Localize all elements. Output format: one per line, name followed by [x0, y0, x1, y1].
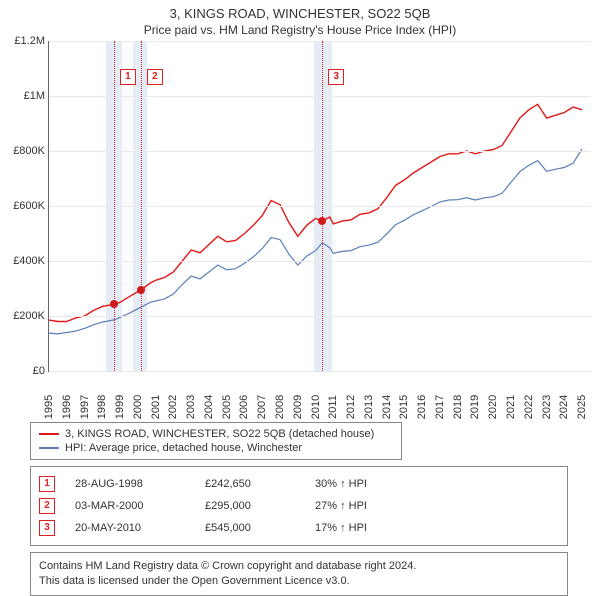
y-tick-label: £200K: [5, 310, 45, 322]
transaction-marker: 1: [120, 69, 136, 85]
x-tick-label: 2002: [167, 391, 179, 423]
legend-label: 3, KINGS ROAD, WINCHESTER, SO22 5QB (det…: [65, 428, 374, 440]
y-tick-label: £0: [5, 365, 45, 377]
transaction-row: 2 03-MAR-2000 £295,000 27% ↑ HPI: [39, 495, 559, 517]
chart-legend: 3, KINGS ROAD, WINCHESTER, SO22 5QB (det…: [30, 422, 402, 460]
transaction-row: 3 20-MAY-2010 £545,000 17% ↑ HPI: [39, 517, 559, 539]
transaction-delta: 17% ↑ HPI: [315, 522, 367, 534]
transaction-row: 1 28-AUG-1998 £242,650 30% ↑ HPI: [39, 473, 559, 495]
transaction-vline: [114, 41, 115, 371]
transaction-date: 03-MAR-2000: [75, 500, 185, 512]
x-tick-label: 2018: [452, 391, 464, 423]
x-tick-label: 2016: [416, 391, 428, 423]
transactions-table: 1 28-AUG-1998 £242,650 30% ↑ HPI 2 03-MAR-200…: [30, 466, 568, 546]
x-tick-label: 2007: [256, 391, 268, 423]
y-tick-label: £1M: [5, 90, 45, 102]
x-tick-label: 2003: [185, 391, 197, 423]
x-tick-label: 2008: [274, 391, 286, 423]
x-tick-label: 2015: [398, 391, 410, 423]
x-tick-label: 2023: [541, 391, 553, 423]
footnote: Contains HM Land Registry data © Crown c…: [30, 552, 568, 596]
footnote-line: Contains HM Land Registry data © Crown c…: [39, 559, 559, 574]
x-tick-label: 2013: [363, 391, 375, 423]
y-tick-label: £600K: [5, 200, 45, 212]
x-tick-label: 2012: [345, 391, 357, 423]
x-tick-label: 1995: [43, 391, 55, 423]
transaction-dot: [318, 217, 326, 225]
legend-item: 3, KINGS ROAD, WINCHESTER, SO22 5QB (det…: [39, 427, 393, 441]
x-tick-label: 2006: [238, 391, 250, 423]
x-tick-label: 2021: [505, 391, 517, 423]
x-tick-label: 1996: [61, 391, 73, 423]
footnote-line: This data is licensed under the Open Gov…: [39, 574, 559, 589]
x-tick-label: 2024: [558, 391, 570, 423]
transaction-num: 2: [39, 498, 55, 514]
chart-subtitle: Price paid vs. HM Land Registry's House …: [0, 23, 600, 37]
x-tick-label: 2010: [310, 391, 322, 423]
chart-title: 3, KINGS ROAD, WINCHESTER, SO22 5QB: [0, 6, 600, 21]
legend-label: HPI: Average price, detached house, Winc…: [65, 442, 302, 454]
transaction-dot: [137, 286, 145, 294]
y-tick-label: £1.2M: [5, 35, 45, 47]
series-line: [49, 104, 582, 321]
series-line: [49, 149, 582, 334]
transaction-delta: 27% ↑ HPI: [315, 500, 367, 512]
legend-swatch: [39, 433, 59, 435]
legend-item: HPI: Average price, detached house, Winc…: [39, 441, 393, 455]
transaction-date: 20-MAY-2010: [75, 522, 185, 534]
transaction-marker: 3: [328, 69, 344, 85]
y-tick-label: £400K: [5, 255, 45, 267]
x-tick-label: 2000: [132, 391, 144, 423]
transaction-marker: 2: [147, 69, 163, 85]
y-tick-label: £800K: [5, 145, 45, 157]
x-tick-label: 2011: [327, 391, 339, 423]
x-tick-label: 1998: [96, 391, 108, 423]
transaction-price: £242,650: [205, 478, 295, 490]
transaction-num: 3: [39, 520, 55, 536]
price-chart: £0£200K£400K£600K£800K£1M£1.2M1995199619…: [48, 41, 591, 372]
x-tick-label: 2022: [523, 391, 535, 423]
x-tick-label: 2001: [150, 391, 162, 423]
transaction-delta: 30% ↑ HPI: [315, 478, 367, 490]
x-tick-label: 2025: [576, 391, 588, 423]
transaction-vline: [141, 41, 142, 371]
x-tick-label: 2020: [487, 391, 499, 423]
transaction-price: £295,000: [205, 500, 295, 512]
x-tick-label: 1999: [114, 391, 126, 423]
x-tick-label: 1997: [79, 391, 91, 423]
transaction-vline: [322, 41, 323, 371]
x-tick-label: 2019: [469, 391, 481, 423]
transaction-num: 1: [39, 476, 55, 492]
transaction-dot: [110, 300, 118, 308]
x-tick-label: 2014: [381, 391, 393, 423]
legend-swatch: [39, 447, 59, 449]
x-tick-label: 2004: [203, 391, 215, 423]
x-tick-label: 2017: [434, 391, 446, 423]
x-tick-label: 2009: [292, 391, 304, 423]
transaction-price: £545,000: [205, 522, 295, 534]
transaction-date: 28-AUG-1998: [75, 478, 185, 490]
x-tick-label: 2005: [221, 391, 233, 423]
